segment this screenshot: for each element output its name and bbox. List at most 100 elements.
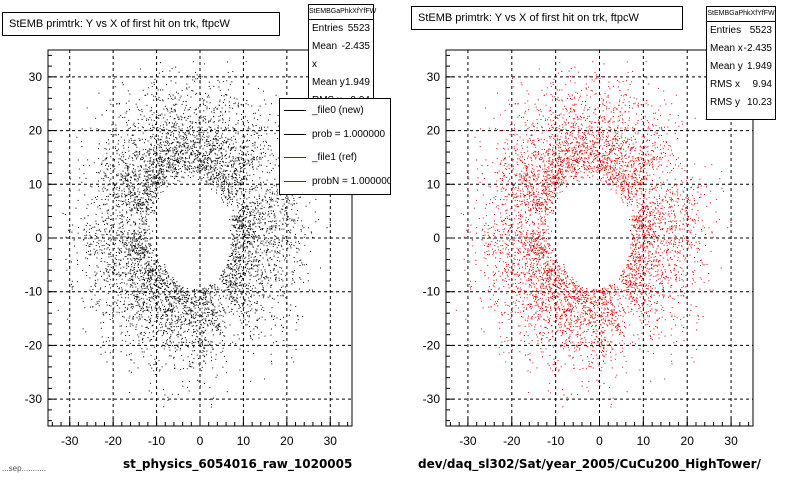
scatter-point (95, 197, 96, 199)
scatter-point (161, 133, 163, 135)
scatter-point (273, 268, 275, 270)
scatter-point (131, 303, 133, 305)
scatter-point (125, 335, 127, 336)
scatter-point (157, 192, 159, 194)
scatter-point (219, 172, 221, 173)
scatter-point (160, 283, 162, 285)
scatter-point (137, 179, 139, 181)
scatter-point (227, 138, 229, 140)
scatter-point (152, 171, 153, 173)
scatter-point (176, 144, 178, 146)
scatter-point (207, 141, 209, 142)
scatter-point (149, 245, 151, 247)
scatter-point (210, 167, 212, 169)
scatter-point (208, 120, 210, 122)
scatter-point (177, 92, 179, 94)
scatter-point (164, 182, 166, 184)
scatter-point (142, 197, 144, 199)
scatter-point (152, 210, 154, 212)
scatter-point (177, 318, 179, 320)
scatter-point (151, 269, 153, 270)
scatter-point (273, 225, 275, 227)
scatter-point (140, 272, 142, 274)
scatter-point (177, 301, 179, 303)
scatter-point (247, 162, 249, 164)
scatter-point (205, 320, 207, 321)
scatter-point (104, 351, 106, 353)
scatter-point (104, 231, 106, 233)
scatter-point (287, 218, 289, 220)
scatter-point (227, 61, 228, 63)
scatter-point (229, 296, 231, 298)
scatter-point (145, 249, 147, 251)
scatter-point (227, 259, 229, 261)
scatter-point (253, 231, 255, 232)
scatter-point (98, 158, 100, 160)
scatter-point (231, 281, 233, 283)
scatter-point (69, 172, 71, 174)
scatter-point (107, 189, 109, 191)
scatter-point (241, 303, 243, 305)
scatter-point (203, 164, 204, 166)
scatter-point (250, 189, 252, 190)
scatter-point (117, 230, 119, 232)
scatter-point (246, 268, 248, 270)
scatter-point (115, 239, 117, 241)
scatter-point (194, 331, 196, 333)
scatter-point (167, 399, 169, 401)
scatter-point (196, 333, 197, 335)
scatter-point (146, 194, 148, 196)
scatter-point (225, 284, 227, 286)
scatter-point (183, 313, 185, 315)
scatter-point (143, 234, 145, 236)
scatter-point (201, 314, 203, 316)
scatter-point (113, 160, 115, 162)
scatter-point (203, 161, 205, 163)
scatter-point (131, 185, 133, 187)
scatter-point (90, 250, 91, 252)
scatter-point (298, 197, 300, 198)
scatter-point (215, 376, 217, 378)
scatter-point (262, 171, 264, 173)
scatter-point (174, 367, 176, 369)
scatter-point (197, 315, 199, 316)
scatter-point (275, 274, 277, 276)
scatter-point (204, 169, 206, 171)
scatter-point (144, 76, 146, 78)
scatter-point (154, 374, 156, 375)
scatter-point (214, 287, 216, 289)
scatter-point (146, 286, 148, 288)
scatter-point (252, 223, 254, 225)
scatter-point (136, 238, 138, 240)
scatter-point (171, 158, 173, 160)
scatter-point (110, 194, 112, 196)
scatter-point (109, 352, 111, 354)
scatter-point (128, 320, 129, 322)
scatter-point (136, 250, 137, 252)
scatter-point (231, 175, 233, 177)
scatter-point (269, 198, 271, 200)
scatter-point (188, 390, 190, 392)
scatter-point (267, 250, 269, 252)
scatter-point (244, 239, 246, 241)
scatter-point (135, 129, 137, 131)
scatter-point (180, 321, 182, 323)
scatter-point (176, 334, 178, 336)
scatter-point (200, 179, 202, 181)
scatter-point (130, 284, 132, 286)
scatter-point (251, 234, 253, 236)
scatter-point (123, 316, 125, 318)
scatter-point (270, 239, 272, 241)
scatter-point (94, 238, 96, 240)
scatter-point (129, 250, 131, 252)
scatter-point (205, 180, 207, 182)
scatter-point (193, 342, 195, 344)
scatter-point (142, 311, 144, 312)
scatter-point (129, 186, 131, 188)
scatter-point (234, 281, 236, 283)
scatter-point (64, 214, 66, 216)
scatter-point (187, 300, 189, 302)
scatter-point (121, 282, 123, 283)
scatter-point (225, 297, 227, 299)
scatter-point (159, 131, 161, 133)
